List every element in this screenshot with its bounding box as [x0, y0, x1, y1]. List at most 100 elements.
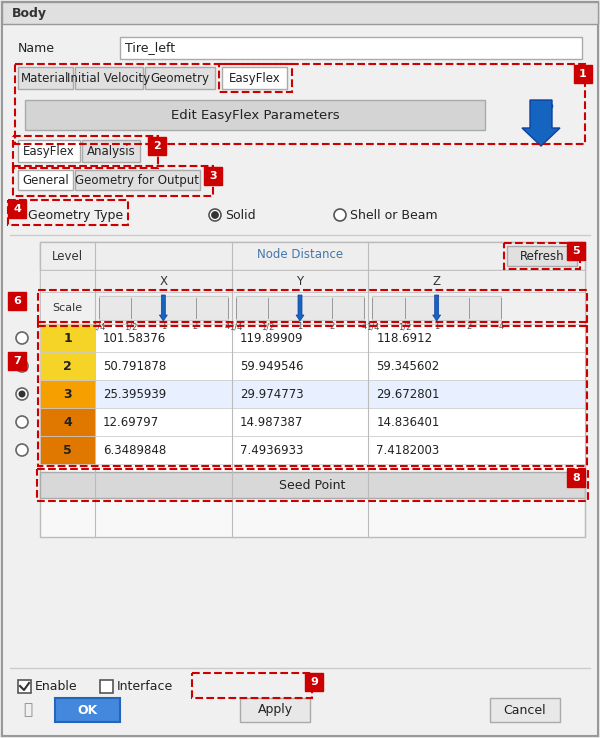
Bar: [37, 469, 588, 501]
Text: 1: 1: [579, 69, 587, 79]
Text: Z: Z: [433, 275, 440, 288]
Text: Level: Level: [52, 249, 83, 263]
Text: Seed Point: Seed Point: [280, 478, 346, 492]
Text: Geometry Type: Geometry Type: [28, 209, 123, 221]
Text: Enable: Enable: [35, 680, 77, 693]
Text: 59.949546: 59.949546: [239, 359, 303, 373]
Bar: [100, 680, 113, 693]
Bar: [40, 408, 95, 436]
FancyArrow shape: [296, 295, 304, 321]
Text: 1/4: 1/4: [92, 322, 106, 331]
Text: Refresh: Refresh: [520, 249, 565, 263]
Text: 59.345602: 59.345602: [376, 359, 440, 373]
Bar: [236, 296, 364, 320]
Bar: [40, 292, 585, 324]
Circle shape: [334, 209, 346, 221]
Text: Y: Y: [296, 275, 304, 288]
Bar: [145, 67, 215, 89]
Text: Name: Name: [18, 41, 55, 55]
Bar: [40, 352, 585, 380]
Bar: [18, 67, 73, 89]
Bar: [40, 436, 585, 464]
Text: 7.4182003: 7.4182003: [376, 444, 440, 457]
Bar: [8, 352, 26, 370]
Bar: [15, 64, 585, 144]
Circle shape: [16, 388, 28, 400]
Text: 14.836401: 14.836401: [376, 415, 440, 429]
Text: Tire_left: Tire_left: [125, 41, 175, 55]
Text: 6: 6: [13, 296, 21, 306]
Text: Analysis: Analysis: [86, 145, 136, 157]
Bar: [75, 170, 200, 190]
Text: Cancel: Cancel: [503, 703, 547, 717]
Text: Apply: Apply: [257, 703, 293, 717]
Bar: [222, 67, 287, 89]
Text: 4: 4: [362, 322, 367, 331]
Bar: [40, 324, 95, 352]
Bar: [8, 200, 26, 218]
Bar: [38, 290, 587, 326]
Bar: [40, 242, 585, 537]
Text: 12.69797: 12.69797: [103, 415, 159, 429]
Text: Body: Body: [12, 7, 47, 19]
Bar: [99, 296, 227, 320]
Text: 119.89909: 119.89909: [239, 331, 303, 345]
Bar: [40, 380, 95, 408]
Text: 🔧: 🔧: [23, 703, 32, 717]
Text: 3: 3: [63, 387, 72, 401]
Bar: [8, 292, 26, 310]
Bar: [40, 324, 585, 352]
Text: 1/2: 1/2: [398, 322, 411, 331]
Text: Node Distance: Node Distance: [257, 247, 343, 261]
Text: General: General: [23, 173, 70, 187]
Bar: [192, 673, 312, 698]
Bar: [18, 170, 73, 190]
Bar: [55, 698, 120, 722]
Text: 118.6912: 118.6912: [376, 331, 433, 345]
Text: X: X: [160, 275, 167, 288]
Circle shape: [16, 416, 28, 428]
Bar: [507, 246, 577, 266]
Text: 5: 5: [63, 444, 72, 457]
Text: Solid: Solid: [225, 209, 256, 221]
Bar: [40, 242, 585, 270]
Circle shape: [16, 360, 28, 372]
Text: Interface: Interface: [117, 680, 173, 693]
Text: 6.3489848: 6.3489848: [103, 444, 166, 457]
Text: Shell or Beam: Shell or Beam: [350, 209, 437, 221]
Bar: [2, 2, 598, 24]
Text: 7.4936933: 7.4936933: [239, 444, 303, 457]
Bar: [574, 65, 592, 83]
Text: EasyFlex: EasyFlex: [23, 145, 75, 157]
Text: 1: 1: [298, 322, 302, 331]
Text: 2: 2: [193, 322, 198, 331]
Bar: [490, 698, 560, 722]
Bar: [40, 270, 585, 292]
Bar: [40, 472, 585, 498]
Text: 1/2: 1/2: [261, 322, 275, 331]
Bar: [373, 296, 501, 320]
Text: Scale: Scale: [52, 303, 83, 313]
Text: 4: 4: [13, 204, 21, 214]
Bar: [120, 37, 582, 59]
Bar: [38, 322, 587, 466]
Text: 1/4: 1/4: [229, 322, 242, 331]
Text: EasyFlex: EasyFlex: [229, 72, 280, 84]
Circle shape: [209, 209, 221, 221]
Text: Geometry for Output: Geometry for Output: [75, 173, 199, 187]
Text: 9: 9: [310, 677, 318, 687]
Circle shape: [16, 332, 28, 344]
Bar: [567, 242, 585, 260]
Text: 1/2: 1/2: [124, 322, 138, 331]
Bar: [504, 243, 580, 269]
Circle shape: [212, 212, 218, 218]
Bar: [567, 469, 585, 487]
Bar: [40, 408, 585, 436]
Text: 7: 7: [13, 356, 21, 366]
Bar: [18, 680, 31, 693]
Circle shape: [16, 444, 28, 456]
Bar: [25, 100, 485, 130]
Text: 1: 1: [63, 331, 72, 345]
FancyArrow shape: [160, 295, 167, 321]
Text: Edit EasyFlex Parameters: Edit EasyFlex Parameters: [170, 108, 340, 122]
